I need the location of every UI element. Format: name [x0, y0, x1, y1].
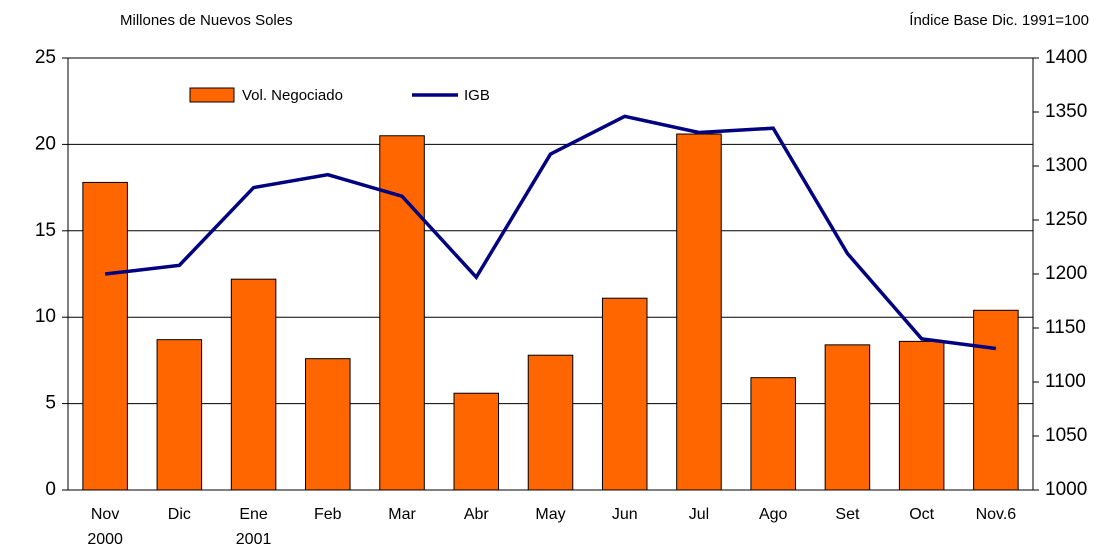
y2-axis-title: Índice Base Dic. 1991=100	[909, 12, 1089, 29]
x-tick-label: Feb	[314, 506, 342, 523]
bar	[305, 358, 351, 491]
bar	[230, 278, 277, 491]
y2-tick-label: 1200	[1045, 263, 1087, 284]
legend-swatch	[189, 87, 235, 103]
bar	[527, 354, 574, 491]
bar	[898, 340, 945, 491]
bar	[379, 135, 425, 491]
y2-tick-label: 1250	[1045, 209, 1087, 230]
bar	[453, 392, 500, 491]
x-tick-label: Jul	[688, 506, 710, 523]
y-tick-label: 0	[45, 479, 56, 500]
x-tick-label: Abr	[463, 506, 489, 523]
y2-tick-label: 1100	[1045, 371, 1086, 392]
bar	[824, 344, 871, 491]
y2-tick-label: 1150	[1045, 317, 1086, 338]
bar	[973, 309, 1019, 491]
y-tick-label: 10	[35, 306, 56, 327]
x-tick-label: Nov.6	[975, 506, 1017, 523]
y2-tick-label: 1400	[1045, 47, 1087, 68]
x-tick-label: Ene 2001	[235, 506, 272, 548]
x-tick-label: Dic	[167, 506, 191, 523]
y-tick-label: 15	[35, 220, 56, 241]
line	[104, 114, 997, 351]
legend-label: IGB	[464, 87, 490, 104]
y-tick-label: 25	[35, 47, 56, 68]
x-tick-label: Ago	[758, 506, 788, 523]
x-tick-label: Oct	[909, 506, 935, 523]
y2-tick-label: 1050	[1045, 425, 1087, 446]
bar	[156, 339, 203, 491]
bar	[601, 297, 648, 491]
x-tick-label: Jun	[611, 506, 638, 523]
bar	[82, 181, 128, 491]
x-tick-label: Mar	[388, 506, 416, 523]
bar	[676, 133, 722, 491]
y-tick-label: 20	[35, 133, 56, 154]
y2-tick-label: 1300	[1045, 155, 1087, 176]
x-tick-label: Nov 2000	[87, 506, 123, 548]
y-tick-label: 5	[45, 393, 56, 414]
x-tick-label: Set	[835, 506, 860, 523]
legend-label: Vol. Negociado	[242, 87, 343, 104]
x-tick-label: May	[535, 506, 566, 523]
bar	[750, 377, 796, 491]
y2-tick-label: 1350	[1045, 101, 1087, 122]
y2-tick-label: 1000	[1045, 479, 1087, 500]
y-axis-title: Millones de Nuevos Soles	[120, 12, 293, 29]
